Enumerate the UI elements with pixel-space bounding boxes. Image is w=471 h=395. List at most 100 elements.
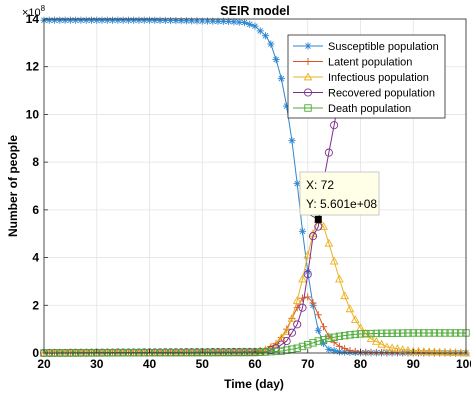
x-tick-label: 30 [90,357,104,371]
data-point [230,348,238,357]
data-point [366,334,376,343]
datatip-x-text: X: 72 [306,178,334,192]
legend-marker [305,43,311,49]
data-point [93,17,100,24]
x-tick-label: 100 [456,357,471,371]
data-point [109,17,116,24]
chart-title: SEIR model [220,4,289,18]
data-point [408,346,418,355]
data-point [435,347,444,356]
data-point [277,347,286,355]
data-point [346,331,354,339]
data-point [256,348,264,356]
data-point [130,17,137,24]
data-point [151,17,158,24]
data-point [220,18,227,25]
legend-label: Latent population [328,57,412,69]
data-point [293,320,302,329]
data-point [136,17,142,24]
legend-label: Susceptible population [328,41,439,53]
data-point [267,347,275,356]
data-point [246,21,253,28]
data-point [261,348,270,356]
series-group [39,16,471,358]
data-point [315,327,322,334]
data-point [125,17,132,24]
y-tick-label: 6 [32,203,39,217]
data-point [424,347,434,356]
data-point [340,331,349,340]
data-point [356,330,365,338]
data-point [350,315,360,323]
data-point [252,23,258,29]
x-tick-label: 50 [196,357,210,371]
data-point [441,329,449,337]
data-point [303,270,312,279]
data-point [331,347,337,354]
data-point [367,329,375,338]
data-point [72,17,79,24]
data-point [387,343,397,352]
data-point [146,17,153,24]
data-point [326,346,332,353]
data-point [314,337,322,345]
data-point [430,329,439,337]
data-point [404,329,412,337]
y-tick-label: 10 [26,107,40,121]
y-tick-label: 14 [26,12,40,26]
data-point [336,348,343,355]
legend-item: Death population [293,103,411,115]
data-point [287,313,297,322]
datatip: X: 72 Y: 5.601e+08 [299,171,380,223]
data-point [345,304,355,313]
y-exponent-label: ×108 [22,4,46,19]
data-point [425,329,433,337]
data-point [289,137,295,144]
legend-marker [304,104,312,112]
data-point [325,334,333,342]
data-point [414,329,423,337]
data-point [299,228,306,235]
data-point [225,18,232,25]
data-point [224,348,233,357]
data-point [330,121,339,130]
data-point [446,329,454,337]
x-tick-label: 80 [354,357,368,371]
data-point [393,344,402,353]
data-point [304,340,312,349]
data-point [287,328,296,337]
x-tick-label: 70 [301,357,315,371]
data-point [409,329,417,337]
data-point [445,347,455,356]
data-point [393,329,402,337]
data-point [382,342,392,351]
data-point [324,238,334,247]
data-point [440,347,450,356]
legend-label: Recovered population [328,88,435,100]
x-tick-label: 90 [407,357,421,371]
data-point [240,348,249,357]
data-point [83,17,90,24]
x-tick-label: 40 [143,357,157,371]
y-axis-label: Number of people [6,135,20,237]
y-tick-label: 0 [32,346,39,360]
data-point [241,19,248,26]
data-point [362,330,370,338]
data-point [78,17,84,24]
data-point [314,222,323,231]
data-point [298,274,307,283]
data-point [231,18,237,25]
data-point [420,329,428,337]
data-point [219,348,228,357]
x-tick-label: 60 [248,357,262,371]
data-point [104,17,111,24]
legend-marker [303,72,313,81]
y-tick-label: 4 [32,251,39,265]
y-tick-label: 12 [26,60,40,74]
axis-ticks: 20 30 40 50 60 70 80 90 100 0 2 4 6 8 10 12 14 [26,12,471,371]
data-point [377,329,386,338]
data-point [88,17,95,24]
data-point [267,41,274,47]
data-point [262,32,269,39]
data-point [429,347,439,356]
